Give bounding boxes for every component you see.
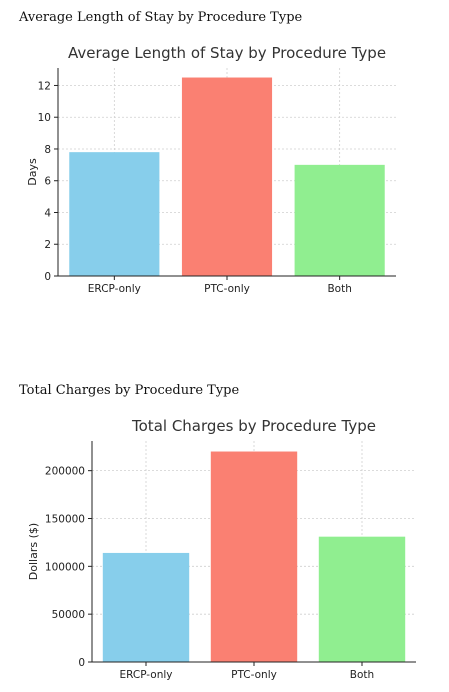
bar-ercp-only: [69, 152, 160, 276]
length-of-stay-chart: Average Length of Stay by Procedure Type…: [26, 44, 396, 295]
x-tick-label: PTC-only: [204, 283, 250, 295]
y-tick-label: 10: [38, 112, 51, 124]
y-tick-label: 0: [44, 271, 51, 283]
bar-ptc-only: [181, 77, 273, 276]
section-heading-total-charges: Total Charges by Procedure Type: [19, 383, 240, 398]
y-tick-label: 12: [38, 80, 51, 92]
y-tick-label: 8: [44, 144, 51, 156]
x-tick-label: ERCP-only: [119, 669, 172, 681]
y-tick-label: 50000: [52, 609, 85, 621]
x-tick-label: Both: [350, 669, 374, 681]
y-axis-label: Days: [26, 158, 39, 186]
x-tick-label: Both: [327, 283, 351, 295]
section-heading-length-of-stay: Average Length of Stay by Procedure Type: [19, 10, 303, 25]
total-charges-chart: Total Charges by Procedure Type 0 50000 100…: [27, 417, 416, 681]
x-tick-label: ERCP-only: [88, 283, 141, 295]
chart-title: Total Charges by Procedure Type: [131, 417, 376, 435]
bar-both: [318, 536, 406, 662]
bar-both: [294, 164, 385, 276]
y-tick-label: 0: [78, 657, 85, 669]
bar-ptc-only: [210, 451, 298, 662]
y-tick-label: 6: [44, 176, 51, 188]
x-tick-label: PTC-only: [231, 669, 277, 681]
y-tick-label: 150000: [45, 513, 85, 525]
y-axis-label: Dollars ($): [27, 523, 40, 580]
chart-title: Average Length of Stay by Procedure Type: [68, 44, 386, 62]
bar-ercp-only: [102, 552, 190, 662]
y-tick-label: 100000: [45, 561, 85, 573]
y-tick-label: 200000: [45, 466, 85, 478]
y-tick-label: 4: [44, 207, 51, 219]
y-tick-label: 2: [44, 239, 51, 251]
